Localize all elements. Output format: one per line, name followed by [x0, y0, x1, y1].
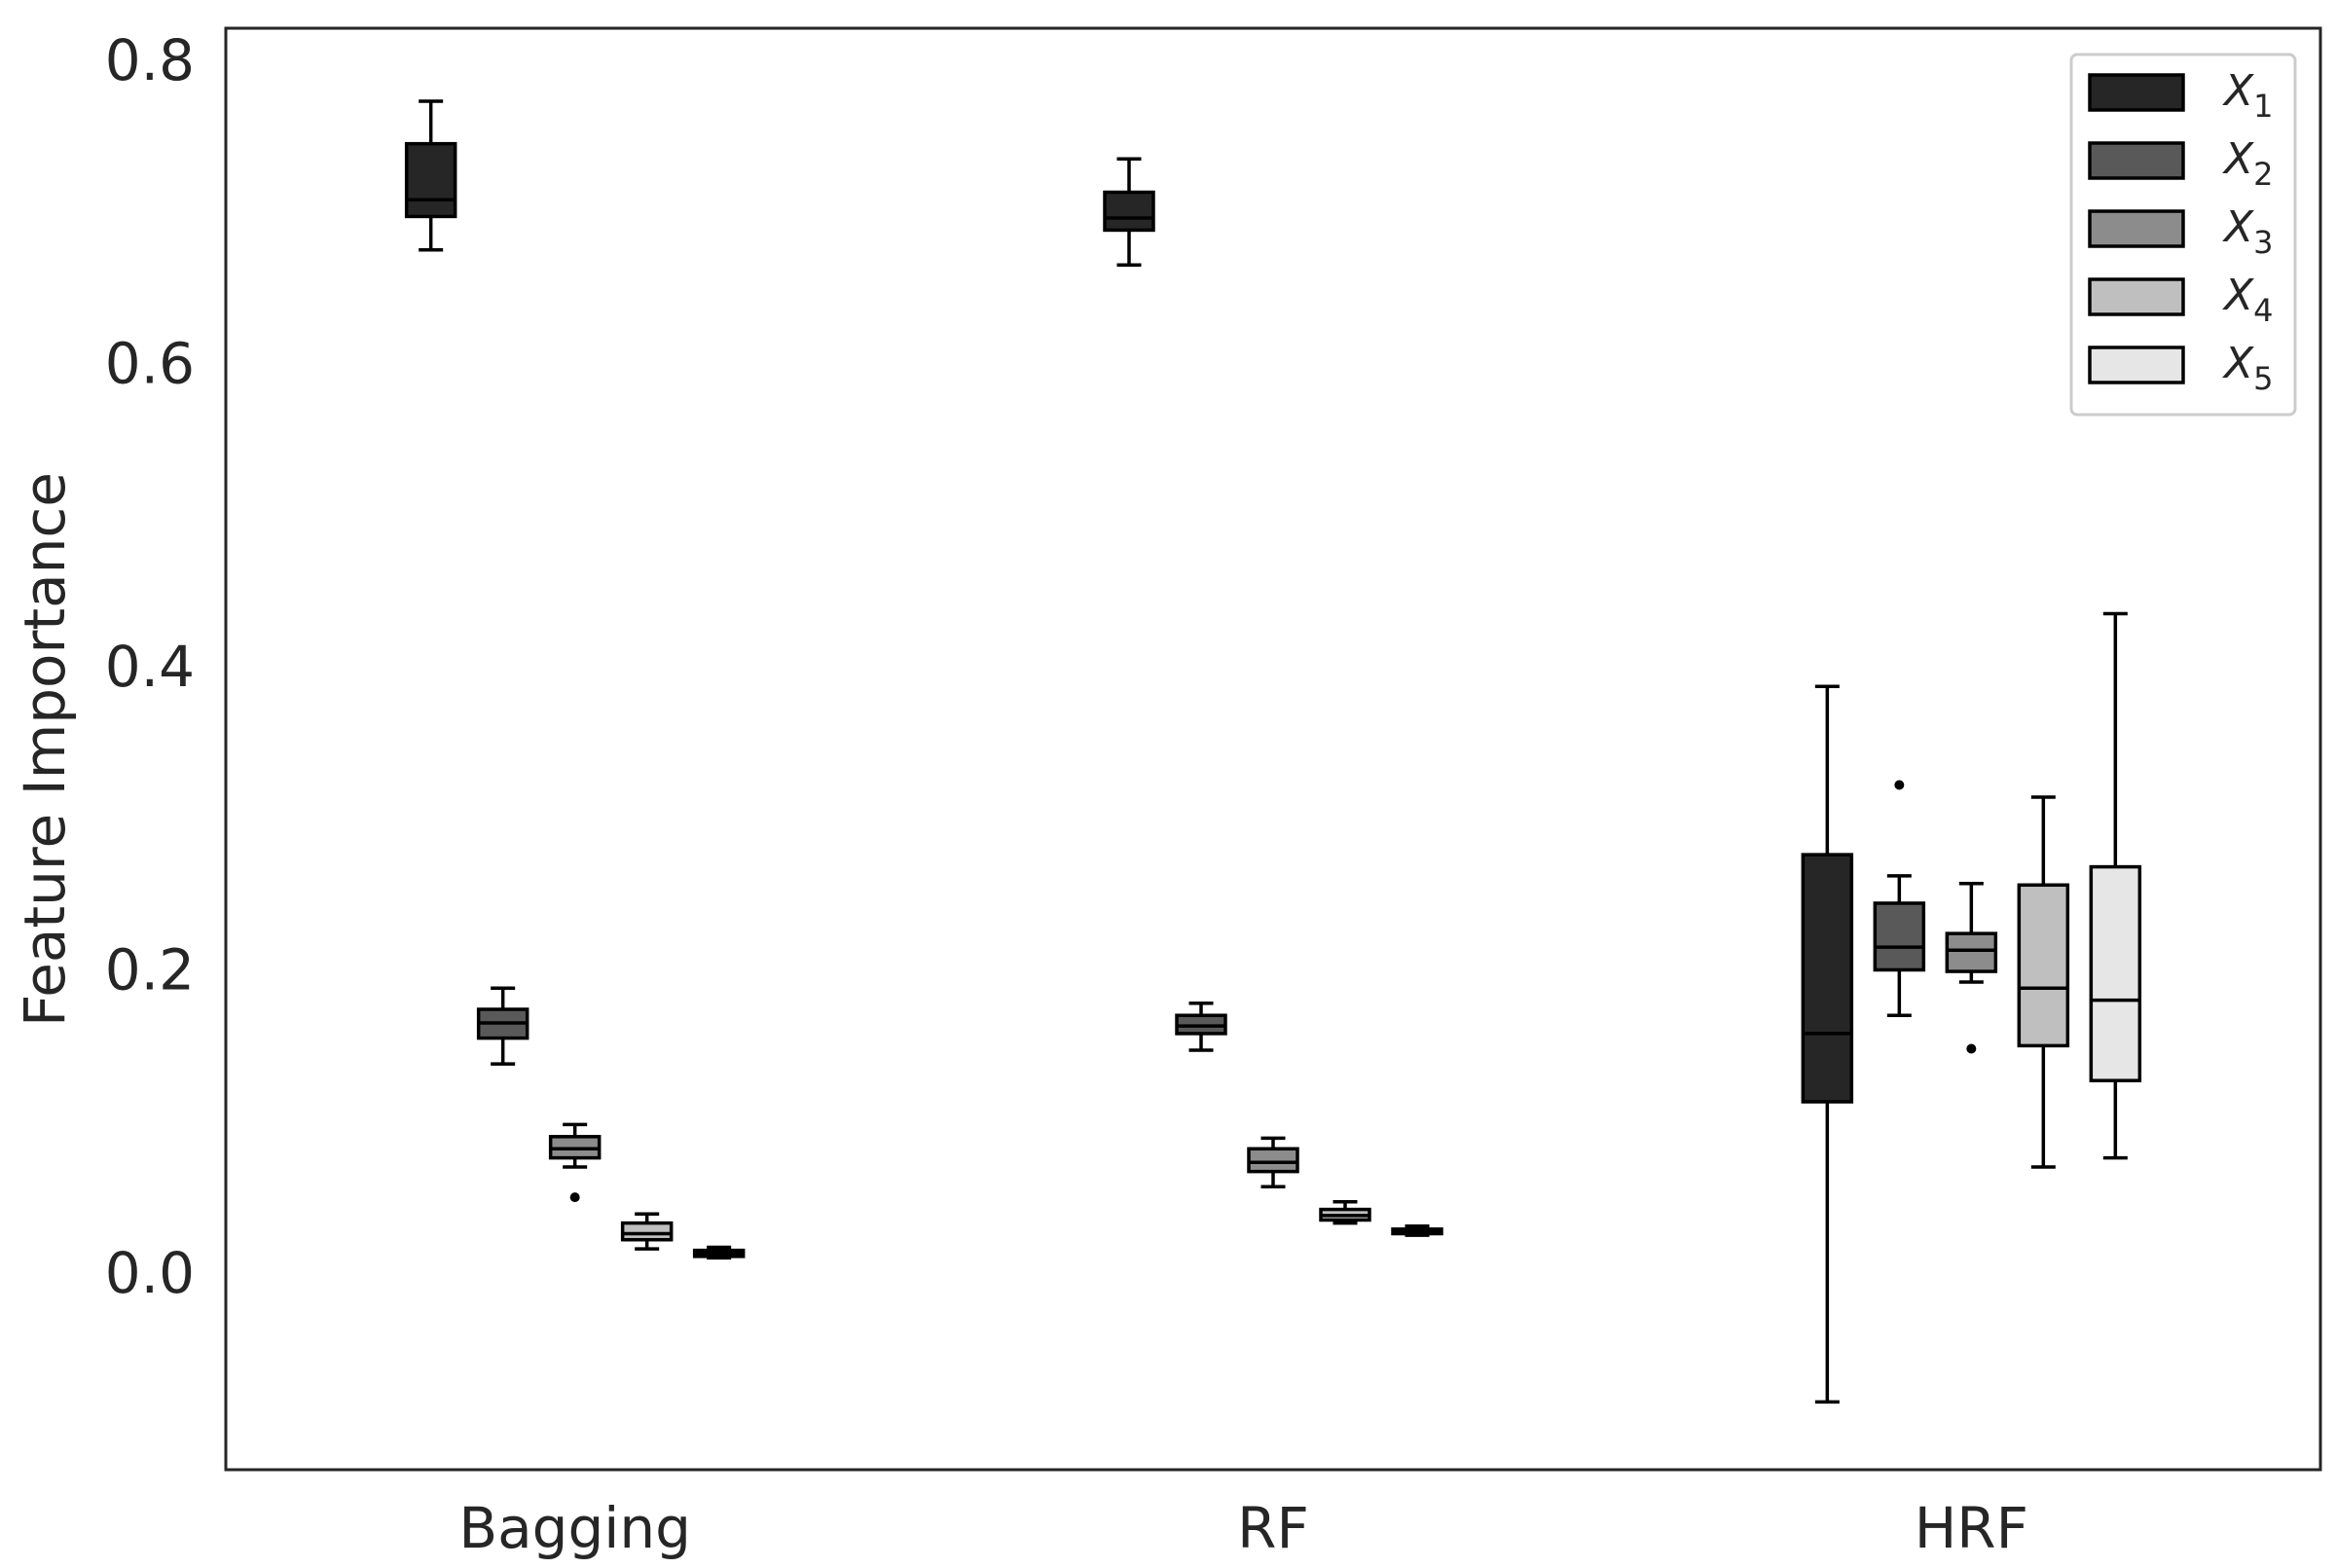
box-bagging-x1: [404, 141, 457, 219]
legend-label: X4: [2222, 271, 2274, 329]
plot-frame: [224, 26, 2322, 1472]
legend: X1 X2 X3 X4 X5: [2069, 53, 2297, 417]
box-hrf-x1: [1801, 853, 1854, 1104]
legend-swatch: [2088, 277, 2185, 316]
legend-label: X2: [2222, 134, 2274, 193]
outlier-point: [569, 1192, 580, 1203]
box-hrf-x2: [1873, 901, 1926, 972]
outlier-point: [1894, 780, 1905, 790]
x-tick-label: Bagging: [458, 1495, 691, 1561]
legend-label: X5: [2222, 339, 2274, 397]
legend-swatch: [2088, 141, 2185, 180]
y-tick-label: 0.0: [105, 1240, 195, 1306]
legend-label: X3: [2222, 202, 2274, 261]
y-tick-label: 0.6: [105, 331, 195, 397]
plot-background: [226, 28, 2320, 1470]
y-axis-title: Feature Importance: [12, 472, 78, 1027]
legend-label: X1: [2222, 66, 2274, 125]
legend-swatch: [2088, 209, 2185, 248]
y-tick-label: 0.4: [105, 634, 195, 700]
box-rf-x3: [1247, 1147, 1299, 1174]
box-hrf-x3: [1945, 931, 1998, 973]
legend-swatch: [2088, 346, 2185, 384]
x-tick-label: RF: [1237, 1495, 1309, 1561]
box-bagging-x4: [620, 1221, 674, 1242]
y-tick-label: 0.8: [105, 27, 195, 93]
outlier-point: [1966, 1043, 1977, 1054]
group-hrf: [1801, 611, 2142, 1404]
legend-swatch: [2088, 73, 2185, 112]
boxes-layer: [404, 99, 2142, 1404]
x-tick-label: HRF: [1915, 1495, 2028, 1561]
group-rf: [1103, 157, 1443, 1237]
x-axis: Bagging RF HRF: [458, 1495, 2028, 1561]
box-hrf-x4: [2017, 883, 2070, 1048]
box-rf-x1: [1103, 190, 1155, 233]
y-tick-label: 0.2: [105, 937, 195, 1003]
box-hrf-x5: [2089, 864, 2142, 1082]
group-bagging: [404, 99, 746, 1260]
y-axis: 0.0 0.2 0.4 0.6 0.8: [105, 27, 195, 1306]
